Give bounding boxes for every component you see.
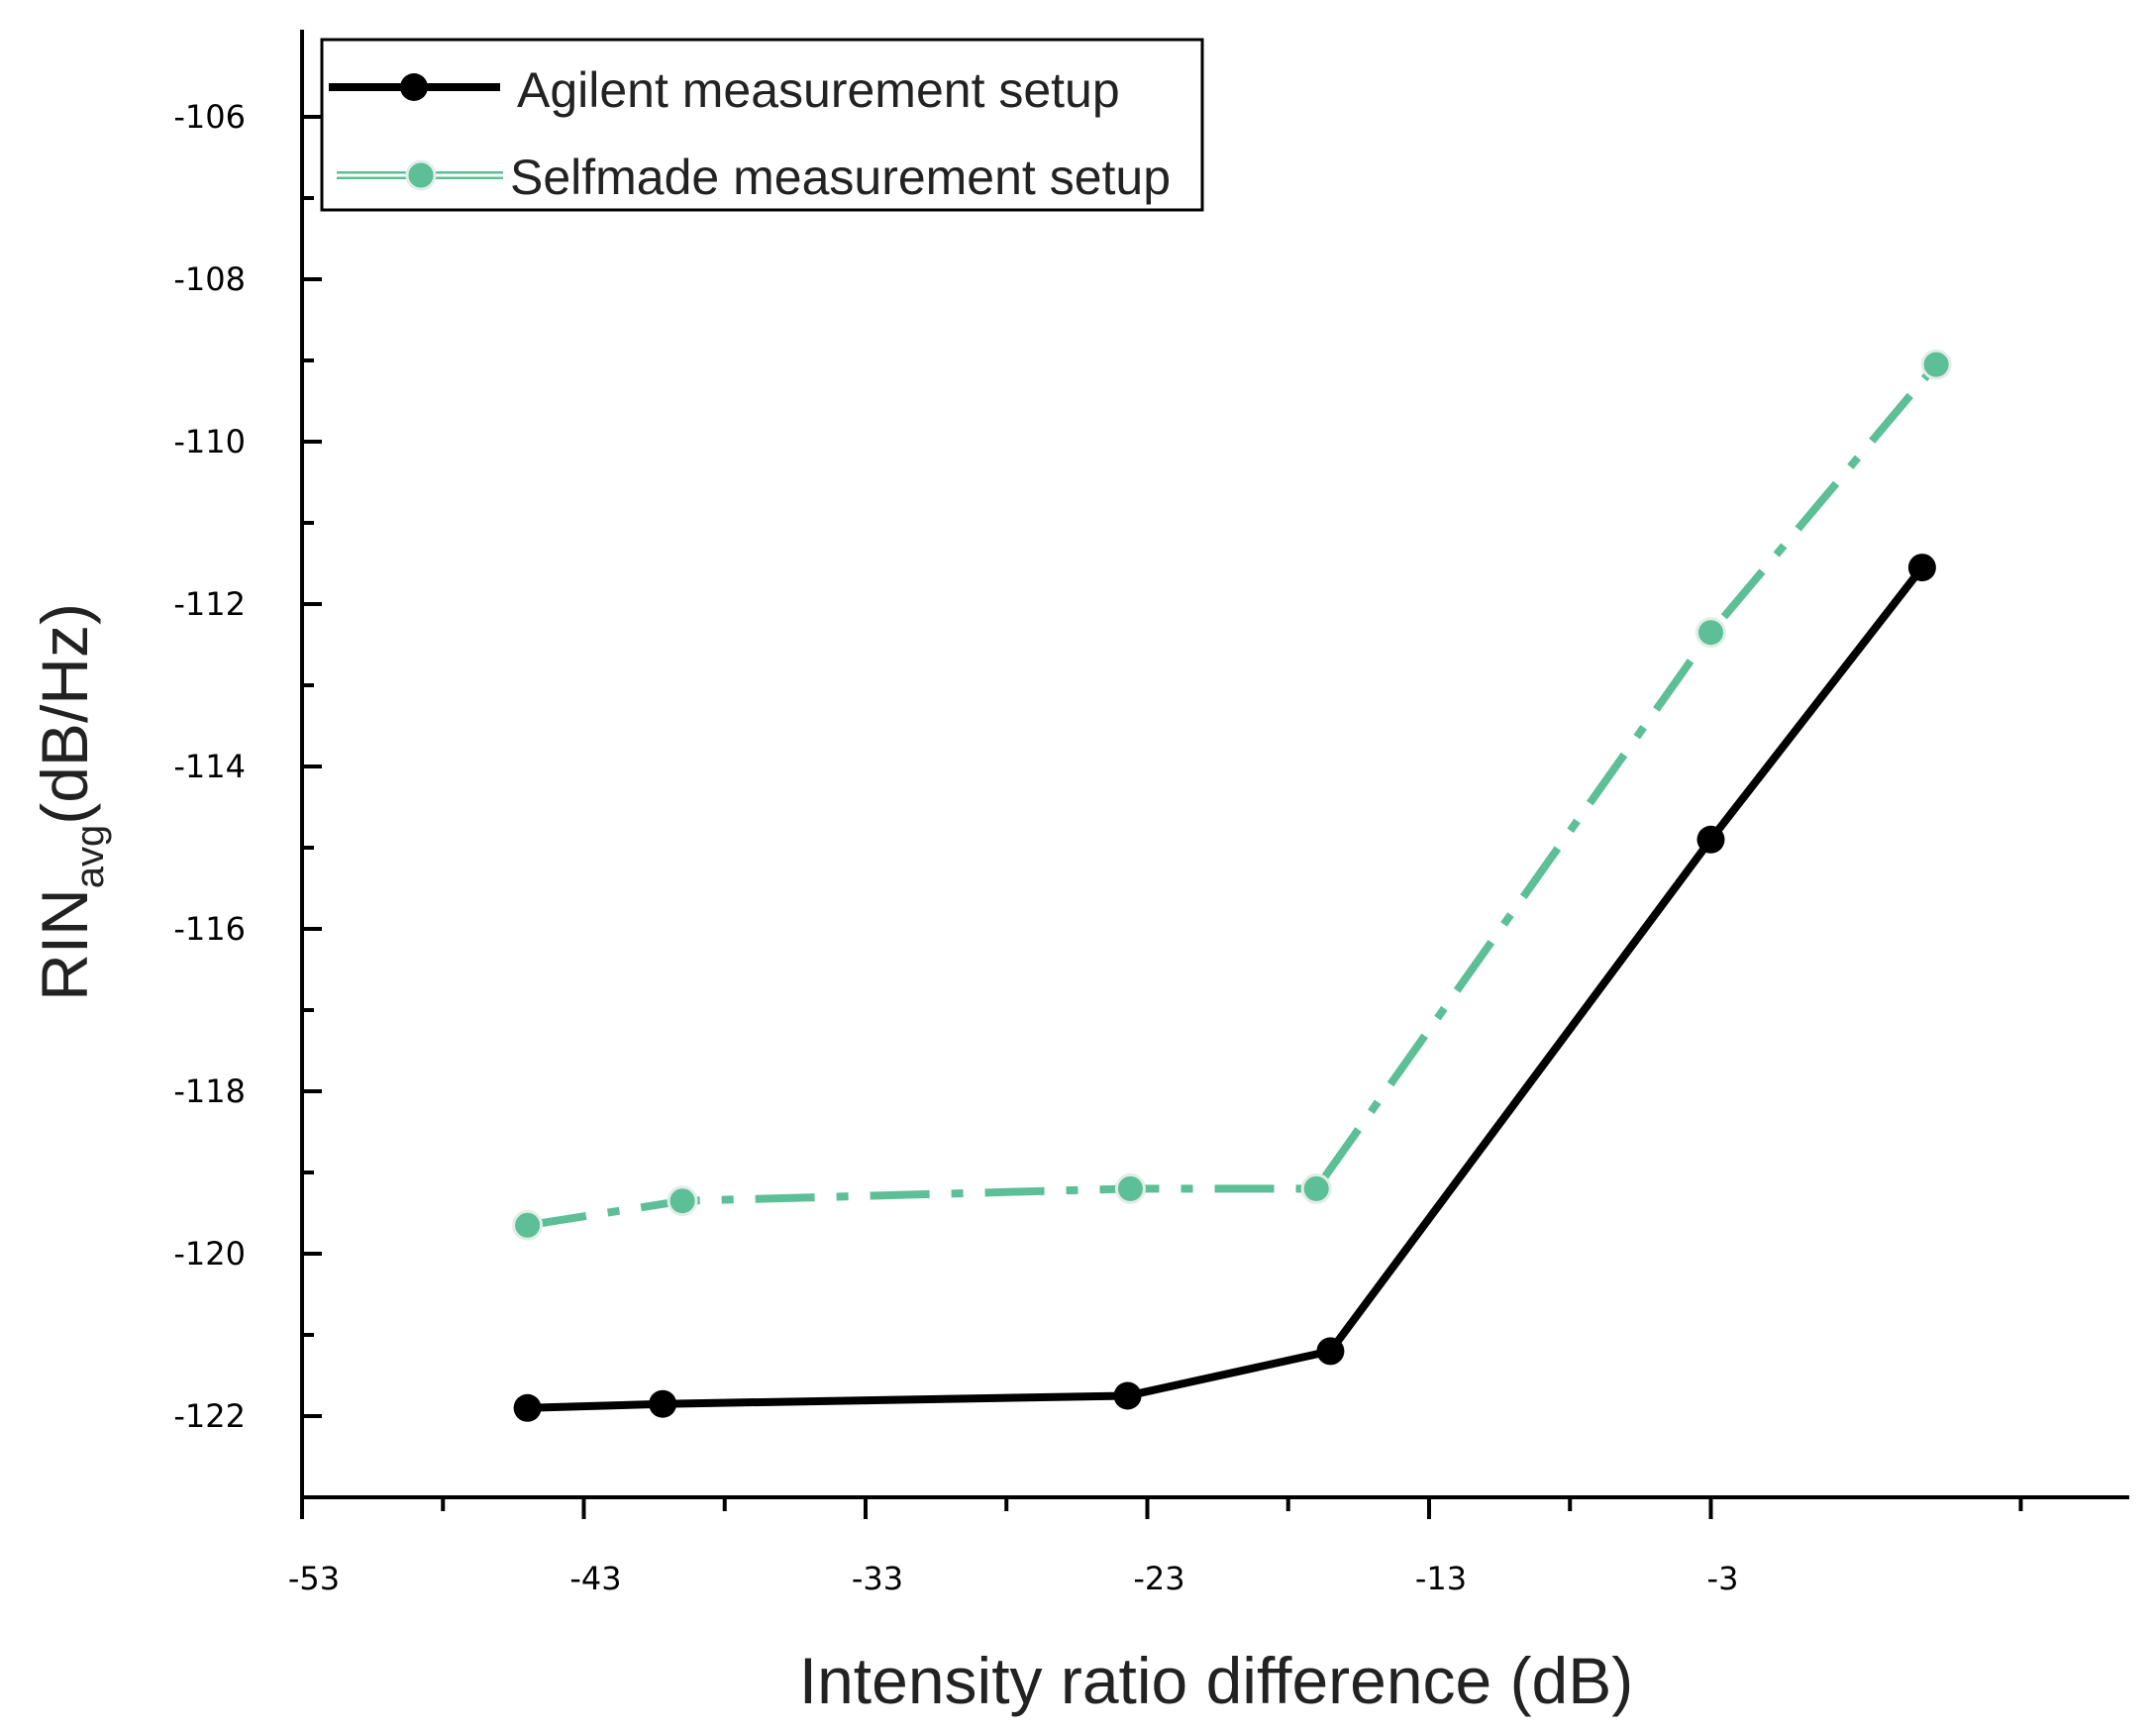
legend-entry-agilent: Agilent measurement setup	[329, 62, 1120, 118]
data-point-selfmade	[1300, 1172, 1332, 1204]
data-point-selfmade	[1920, 349, 1952, 380]
y-axis-title: RINavg(dB/Hz)	[28, 603, 112, 1001]
ticks: -106 -108 -110 -112 -114 -116 -118 -120 -122 -53 -…	[173, 98, 2156, 1597]
data-point-selfmade	[667, 1185, 698, 1217]
y-axis-title-unit: (dB/Hz)	[28, 603, 101, 825]
x-tick-label: -23	[1133, 1560, 1184, 1597]
y-tick-label: -118	[173, 1072, 246, 1110]
data-point-selfmade	[1114, 1172, 1146, 1204]
y-tick-label: -106	[173, 98, 246, 136]
x-tick-label: 13	[2153, 1560, 2156, 1597]
y-tick-label: -112	[173, 585, 246, 623]
series-line-agilent	[527, 564, 1926, 1412]
data-point-agilent	[649, 1389, 677, 1418]
y-tick-label: -110	[173, 423, 246, 460]
x-tick-label: -3	[1707, 1560, 1739, 1597]
legend-marker-selfmade	[405, 159, 437, 191]
y-axis-title-main: RIN	[28, 888, 101, 1001]
data-point-selfmade	[512, 1209, 544, 1241]
x-tick-label: -33	[852, 1560, 903, 1597]
legend: Agilent measurement setup Selfmade measu…	[320, 38, 1204, 212]
legend-label-agilent: Agilent measurement setup	[517, 62, 1120, 118]
data-point-selfmade	[1695, 617, 1726, 649]
y-tick-label: -122	[173, 1397, 246, 1435]
data-point-agilent	[513, 1393, 542, 1422]
series-group	[512, 349, 1952, 1422]
y-tick-label: -114	[173, 748, 246, 785]
legend-label-selfmade: Selfmade measurement setup	[510, 150, 1171, 205]
data-point-agilent	[1696, 825, 1725, 854]
series-line-selfmade	[526, 361, 1940, 1230]
x-axis-title: Intensity ratio difference (dB)	[799, 1644, 1634, 1717]
legend-marker-agilent	[400, 73, 428, 101]
legend-box	[320, 38, 1204, 212]
y-tick-label: -120	[173, 1235, 246, 1273]
data-point-agilent	[1113, 1381, 1142, 1410]
y-tick-label: -108	[173, 260, 246, 298]
legend-entry-selfmade: Selfmade measurement setup	[337, 150, 1171, 205]
x-tick-label: -13	[1415, 1560, 1467, 1597]
y-tick-label: -116	[173, 910, 246, 948]
data-point-agilent	[1907, 554, 1936, 582]
data-point-agilent	[1316, 1337, 1345, 1366]
x-tick-label: -43	[569, 1560, 621, 1597]
y-axis-title-subscript: avg	[68, 825, 112, 889]
x-tick-label: -53	[288, 1560, 340, 1597]
